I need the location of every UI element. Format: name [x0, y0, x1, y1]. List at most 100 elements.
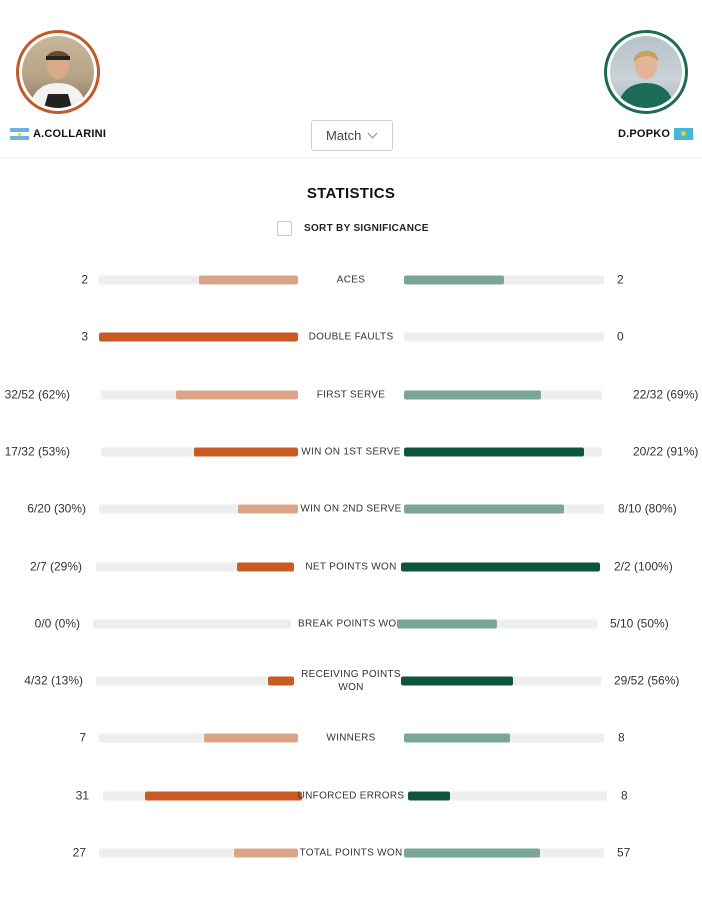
stat-right-bar: [404, 733, 510, 743]
stat-row: 31 UNFORCED ERRORS 8: [0, 776, 702, 816]
player-right-photo: [610, 36, 682, 108]
stat-right-value: 8: [621, 788, 628, 803]
stat-label: WIN ON 2ND SERVE: [300, 503, 402, 515]
period-select-value: Match: [326, 128, 362, 143]
statistics-title: STATISTICS: [306, 185, 396, 202]
stat-right-bar: [401, 676, 513, 686]
stat-right-track: [408, 791, 607, 801]
stat-row: 32/52 (62%) FIRST SERVE 22/32 (69%): [0, 375, 702, 415]
stat-right-track: [404, 504, 604, 514]
stat-right-bar: [408, 791, 450, 801]
player-left-photo: [22, 36, 94, 108]
argentina-flag-icon: [10, 128, 29, 140]
stat-right-value: 2/2 (100%): [614, 559, 673, 573]
sort-label: SORT BY SIGNIFICANCE: [304, 223, 429, 234]
stat-left-value: 6/20 (30%): [27, 501, 86, 516]
stat-left-bar: [193, 447, 298, 457]
stat-left-value: 2: [81, 272, 88, 287]
chevron-down-icon: [367, 128, 378, 139]
stat-left-track: [99, 275, 298, 285]
stat-left-value: 27: [72, 845, 86, 860]
stat-left-track: [93, 619, 291, 629]
stat-row: 0/0 (0%) BREAK POINTS WON 5/10 (50%): [0, 604, 702, 644]
stat-left-bar: [99, 332, 298, 342]
stat-label: DOUBLE FAULTS: [308, 331, 394, 343]
stat-right-bar: [404, 848, 540, 858]
stat-left-value: 4/32 (13%): [24, 673, 83, 688]
stat-right-value: 22/32 (69%): [633, 387, 699, 402]
sort-by-significance[interactable]: SORT BY SIGNIFICANCE: [277, 221, 429, 236]
stat-right-bar: [404, 275, 504, 285]
stat-right-value: 57: [617, 845, 631, 860]
stat-label: NET POINTS WON: [305, 561, 397, 572]
stat-label: WINNERS: [326, 732, 376, 744]
stat-left-bar: [204, 733, 298, 743]
kazakhstan-flag-icon: [674, 128, 694, 140]
stat-left-track: [99, 332, 298, 342]
stat-right-track: [397, 619, 597, 629]
stat-left-value: 7: [79, 730, 86, 745]
stat-right-bar: [404, 447, 585, 457]
stat-label: RECEIVING POINTS WON: [301, 669, 401, 694]
period-select[interactable]: Match: [311, 120, 393, 151]
stat-label: FIRST SERVE: [316, 389, 386, 401]
stat-right-value: 5/10 (50%): [610, 616, 669, 631]
stat-right-value: 8/10 (80%): [618, 501, 677, 516]
stat-row: 27 TOTAL POINTS WON 57: [0, 833, 702, 873]
stat-right-track: [404, 332, 604, 342]
stat-right-bar: [397, 619, 497, 629]
stat-left-bar: [238, 504, 298, 514]
stat-left-track: [96, 676, 294, 686]
stat-row: 4/32 (13%) RECEIVING POINTS WON 29/52 (56%…: [0, 661, 702, 701]
sort-checkbox[interactable]: [277, 221, 292, 236]
stat-label: BREAK POINTS WON: [298, 618, 404, 630]
stat-right-bar: [401, 562, 600, 571]
stat-left-value: 31: [75, 788, 89, 803]
stat-left-bar: [144, 791, 302, 801]
stat-left-value: 2/7 (29%): [29, 559, 82, 573]
stat-left-bar: [175, 390, 298, 400]
player-left-silhouette-icon: [30, 51, 86, 108]
stat-label: ACES: [336, 274, 366, 286]
stat-right-value: 8: [618, 730, 625, 745]
stat-row: 7 WINNERS 8: [0, 718, 702, 758]
stat-right-track: [401, 562, 600, 571]
stat-right-value: 2: [617, 272, 624, 287]
stat-left-value: 0/0 (0%): [34, 616, 80, 631]
stat-right-track: [404, 390, 602, 400]
stat-right-value: 0: [617, 329, 624, 344]
stat-row: 17/32 (53%) WIN ON 1ST SERVE 20/22 (91%): [0, 432, 702, 472]
stat-row: 2/7 (29%) NET POINTS WON 2/2 (100%): [0, 547, 702, 587]
stat-label: WIN ON 1ST SERVE: [301, 446, 401, 458]
stat-right-track: [404, 447, 602, 457]
stat-left-track: [99, 848, 298, 858]
stat-right-value: 20/22 (91%): [633, 444, 699, 459]
player-left-label[interactable]: A.COLLARINI: [10, 128, 106, 140]
stat-left-track: [99, 504, 298, 514]
stat-left-track: [101, 447, 298, 457]
match-header: A.COLLARINI Match D.POPKO: [0, 0, 702, 158]
player-left-avatar[interactable]: [16, 30, 100, 114]
stat-left-track: [96, 562, 294, 571]
stat-right-bar: [404, 390, 541, 400]
stat-right-track: [404, 848, 604, 858]
player-right-label[interactable]: D.POPKO: [618, 128, 694, 140]
player-left-name: A.COLLARINI: [33, 128, 107, 140]
stat-right-track: [401, 676, 601, 686]
stat-left-value: 17/32 (53%): [4, 444, 70, 459]
player-right-name: D.POPKO: [618, 128, 671, 140]
stat-left-bar: [198, 275, 298, 285]
player-right-silhouette-icon: [618, 50, 674, 108]
stat-right-track: [404, 275, 604, 285]
stat-row: 3 DOUBLE FAULTS 0: [0, 317, 702, 357]
player-right-avatar[interactable]: [604, 30, 688, 114]
stat-left-track: [103, 791, 302, 801]
stat-left-bar: [268, 676, 294, 686]
stat-right-track: [404, 733, 604, 743]
stat-left-bar: [236, 562, 294, 571]
stat-row: 2 ACES 2: [0, 260, 702, 300]
stat-right-value: 29/52 (56%): [614, 673, 680, 688]
stat-left-track: [99, 733, 298, 743]
stat-left-value: 32/52 (62%): [4, 387, 70, 402]
stat-label: UNFORCED ERRORS: [297, 790, 405, 802]
